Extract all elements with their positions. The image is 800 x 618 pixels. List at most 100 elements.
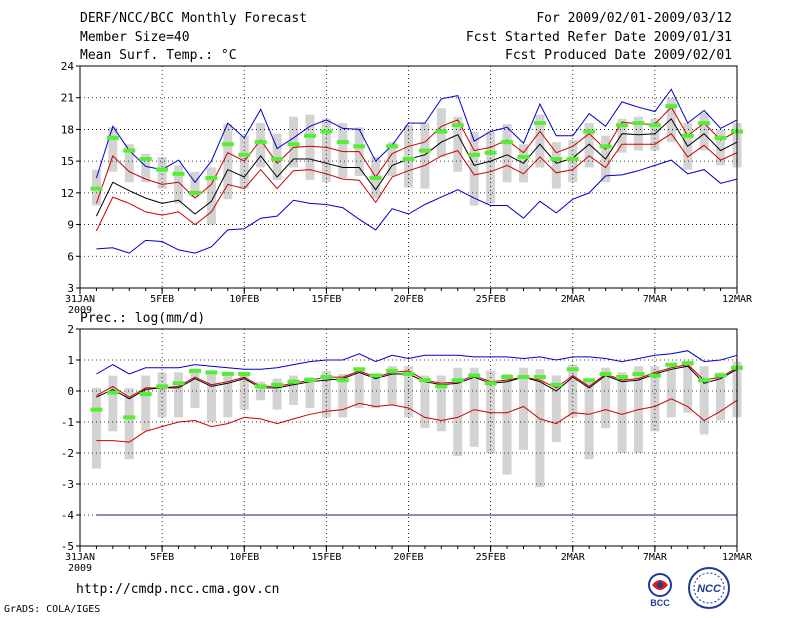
climatology-mark bbox=[533, 375, 546, 380]
spread-box bbox=[206, 373, 216, 422]
spread-box bbox=[223, 124, 233, 200]
x-tick-label: 5FEB bbox=[150, 552, 174, 563]
spread-box bbox=[535, 114, 545, 168]
x-tick-label: 7MAR bbox=[643, 552, 668, 563]
climatology-mark bbox=[205, 176, 218, 181]
spread-box bbox=[699, 112, 709, 151]
climatology-mark bbox=[599, 144, 612, 149]
top-variable-label: Mean Surf. Temp.: °C bbox=[80, 48, 237, 63]
spread-box bbox=[371, 373, 381, 409]
x-tick-label: 2MAR bbox=[561, 552, 586, 563]
spread-box bbox=[239, 375, 249, 410]
spread-box bbox=[666, 366, 676, 418]
spread-box bbox=[404, 366, 413, 418]
climatology-mark bbox=[566, 367, 579, 372]
climatology-mark bbox=[501, 375, 514, 380]
x-tick-label: 31JAN bbox=[65, 552, 95, 563]
climatology-mark bbox=[123, 148, 136, 153]
climatology-mark bbox=[139, 392, 152, 397]
spread-box bbox=[551, 375, 561, 443]
climatology-mark bbox=[287, 142, 300, 147]
x-tick-label: 15FEB bbox=[311, 294, 341, 305]
spread-box bbox=[617, 372, 627, 453]
climatology-mark bbox=[254, 384, 267, 389]
spread-box bbox=[223, 373, 233, 418]
climatology-mark bbox=[254, 140, 267, 145]
x-tick-label: 12MAR bbox=[722, 294, 753, 305]
spread-box bbox=[272, 133, 282, 181]
spread-box bbox=[305, 114, 315, 181]
y-tick-label: -3 bbox=[61, 478, 74, 491]
spread-box bbox=[108, 127, 118, 172]
spread-box bbox=[289, 116, 299, 168]
y-tick-label: -2 bbox=[61, 447, 74, 460]
climatology-mark bbox=[418, 378, 431, 383]
spread-box bbox=[387, 366, 397, 405]
x-tick-label: 15FEB bbox=[311, 552, 341, 563]
x-tick-label: 10FEB bbox=[229, 552, 259, 563]
climatology-mark bbox=[369, 373, 382, 378]
climatology-mark bbox=[451, 123, 464, 128]
spread-box bbox=[453, 367, 463, 457]
y-tick-label: 6 bbox=[67, 250, 74, 263]
climatology-mark bbox=[205, 370, 218, 375]
source-url[interactable]: http://cmdp.ncc.cma.gov.cn bbox=[76, 582, 280, 597]
spread-box bbox=[502, 373, 512, 475]
spread-box bbox=[633, 116, 643, 151]
spread-box bbox=[157, 372, 167, 418]
x-tick-label: 31JAN bbox=[65, 294, 95, 305]
spread-box bbox=[716, 129, 726, 166]
y-tick-label: 18 bbox=[61, 123, 74, 136]
climatology-mark bbox=[303, 378, 316, 383]
forecast-period: For 2009/02/01-2009/03/12 bbox=[536, 11, 732, 26]
climatology-mark bbox=[386, 368, 399, 373]
chart-title: DERF/NCC/BCC Monthly Forecast bbox=[80, 11, 307, 26]
spread-box bbox=[486, 370, 496, 453]
climatology-mark bbox=[106, 135, 119, 140]
panel-title: Prec.: log(mm/d) bbox=[80, 311, 205, 326]
x-tick-label: 12MAR bbox=[722, 552, 753, 563]
climatology-mark bbox=[533, 121, 546, 126]
x-tick-label: 10FEB bbox=[229, 294, 259, 305]
spread-box bbox=[617, 118, 627, 153]
climatology-mark bbox=[435, 129, 448, 134]
y-tick-label: 0 bbox=[67, 385, 74, 398]
spread-box bbox=[272, 378, 282, 410]
spread-box bbox=[157, 156, 167, 189]
climatology-mark bbox=[566, 157, 579, 162]
spread-box bbox=[584, 123, 594, 168]
lower-percentile-line bbox=[96, 398, 738, 443]
climatology-mark bbox=[501, 140, 514, 145]
spread-box bbox=[404, 125, 413, 188]
climatology-mark bbox=[681, 361, 694, 366]
ensemble-mean-line bbox=[95, 118, 738, 217]
x-tick-label: 25FEB bbox=[476, 294, 506, 305]
spread-box bbox=[420, 375, 430, 429]
spread-box bbox=[256, 123, 266, 168]
climatology-mark bbox=[451, 378, 464, 383]
ncc-logo: NCC bbox=[688, 567, 730, 609]
climatology-mark bbox=[156, 167, 169, 172]
climatology-mark bbox=[303, 133, 316, 138]
climatology-mark bbox=[468, 152, 481, 157]
climatology-mark bbox=[484, 381, 497, 386]
max-line bbox=[96, 350, 738, 375]
spread-box bbox=[683, 363, 693, 413]
min-line bbox=[96, 159, 738, 254]
climatology-mark bbox=[583, 129, 596, 134]
x-tick-label: 5FEB bbox=[150, 294, 174, 305]
spread-box bbox=[650, 366, 660, 432]
climatology-mark bbox=[698, 121, 711, 126]
climatology-mark bbox=[238, 152, 251, 157]
spread-box bbox=[174, 372, 184, 418]
y-tick-label: 3 bbox=[67, 282, 74, 295]
climatology-mark bbox=[402, 157, 415, 162]
climatology-mark bbox=[517, 375, 530, 380]
climatology-mark bbox=[320, 129, 333, 134]
climatology-mark bbox=[90, 186, 103, 191]
spread-box bbox=[289, 375, 299, 405]
climatology-mark bbox=[353, 367, 366, 372]
member-size: Member Size=40 bbox=[80, 30, 190, 45]
